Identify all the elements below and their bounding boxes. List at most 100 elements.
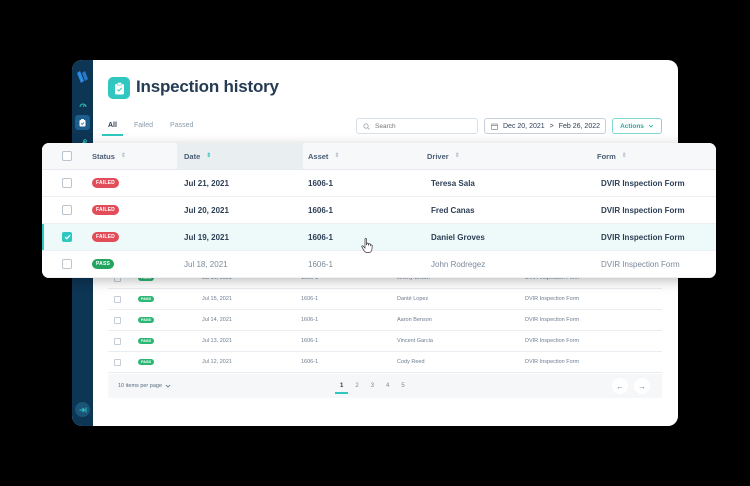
driver-cell: Aaron Benson bbox=[397, 317, 432, 323]
asset-cell: 1606-1 bbox=[308, 259, 333, 269]
row-checkbox[interactable] bbox=[114, 295, 121, 303]
form-cell: DVIR Inspection Form bbox=[601, 205, 685, 215]
date-range-end: Feb 26, 2022 bbox=[558, 122, 601, 130]
hand-pointer-icon bbox=[361, 238, 373, 253]
sort-icon: ⇕ bbox=[454, 153, 460, 159]
driver-cell: Jimmy Brown bbox=[397, 275, 431, 281]
asset-cell: 1606-1 bbox=[308, 232, 333, 242]
row-checkbox[interactable] bbox=[114, 316, 121, 324]
row-checkbox[interactable] bbox=[62, 205, 72, 215]
form-cell: DVIR Inspection Form bbox=[601, 178, 685, 188]
status-badge: PASS bbox=[138, 359, 155, 365]
table-row[interactable]: PASS Jul 18, 2021 1606-1 John Rodregez D… bbox=[42, 251, 716, 278]
page-title: Inspection history bbox=[136, 77, 279, 96]
driver-cell: Danté Lopez bbox=[397, 296, 429, 302]
date-cell: Jul 15, 2021 bbox=[202, 296, 232, 302]
table-row[interactable]: PASS Jul 12, 2021 1606-1 Cody Reed DVIR … bbox=[108, 352, 662, 373]
page-4[interactable]: 4 bbox=[386, 383, 390, 389]
pagination-bar: 10 items per page 1 2 3 4 5 ← → bbox=[108, 374, 662, 398]
actions-button[interactable]: Actions bbox=[612, 118, 662, 134]
table-row[interactable]: FAILED Jul 21, 2021 1606-1 Teresa Sala D… bbox=[42, 170, 716, 197]
column-header-asset[interactable]: Asset ⇕ bbox=[308, 151, 340, 161]
driver-cell: John Rodregez bbox=[431, 259, 486, 269]
highlighted-table-card: Status ⇕ Date ⇕ Asset ⇕ Driver ⇕ Form ⇕ … bbox=[42, 143, 716, 278]
table-row[interactable]: FAILED Jul 20, 2021 1606-1 Fred Canas DV… bbox=[42, 197, 716, 224]
table-header: Status ⇕ Date ⇕ Asset ⇕ Driver ⇕ Form ⇕ bbox=[42, 143, 716, 170]
status-badge: PASS bbox=[138, 338, 155, 344]
actions-label: Actions bbox=[620, 122, 644, 130]
tab-failed[interactable]: Failed bbox=[133, 122, 154, 129]
table-row[interactable]: PASS Jul 15, 2021 1606-1 Danté Lopez DVI… bbox=[108, 289, 662, 310]
asset-cell: 1606-1 bbox=[301, 359, 319, 365]
form-cell: DVIR Inspection Form bbox=[525, 317, 580, 323]
row-checkbox[interactable] bbox=[62, 259, 72, 269]
status-badge: PASS bbox=[92, 259, 115, 269]
date-cell: Jul 21, 2021 bbox=[184, 178, 229, 188]
select-all-checkbox[interactable] bbox=[62, 151, 72, 161]
page-2[interactable]: 2 bbox=[355, 383, 359, 389]
table-row[interactable]: PASS Jul 13, 2021 1606-1 Vincent Garcia … bbox=[108, 331, 662, 352]
search-box[interactable] bbox=[356, 118, 478, 134]
header-icon bbox=[108, 77, 130, 99]
sort-icon: ⇕ bbox=[120, 153, 126, 159]
asset-cell: 1606-1 bbox=[301, 275, 319, 281]
row-checkbox[interactable] bbox=[114, 337, 121, 345]
column-header-form[interactable]: Form ⇕ bbox=[597, 151, 627, 161]
sidebar-collapse-button[interactable] bbox=[75, 402, 90, 417]
date-cell: Jul 12, 2021 bbox=[202, 359, 232, 365]
driver-cell: Vincent Garcia bbox=[397, 338, 433, 344]
calendar-icon bbox=[491, 123, 498, 130]
driver-cell: Daniel Groves bbox=[431, 232, 485, 242]
table-row-selected[interactable]: FAILED Jul 19, 2021 1606-1 Daniel Groves… bbox=[42, 224, 716, 251]
date-cell: Jul 16, 2021 bbox=[202, 275, 232, 281]
arrow-left-icon: ← bbox=[616, 381, 624, 391]
date-cell: Jul 18, 2021 bbox=[184, 259, 228, 269]
form-cell: DVIR Inspection Form bbox=[525, 275, 580, 281]
clipboard-check-icon bbox=[114, 81, 124, 94]
form-cell: DVIR Inspection Form bbox=[525, 296, 580, 302]
items-per-page-label: 10 items per page bbox=[118, 383, 163, 389]
sort-active-icon: ⇕ bbox=[206, 153, 212, 159]
page-5[interactable]: 5 bbox=[401, 383, 405, 389]
date-cell: Jul 19, 2021 bbox=[184, 232, 229, 242]
items-per-page-select[interactable]: 10 items per page bbox=[118, 383, 171, 389]
column-header-date[interactable]: Date ⇕ bbox=[177, 143, 303, 169]
sort-icon: ⇕ bbox=[334, 153, 340, 159]
chevron-down-icon bbox=[648, 124, 654, 128]
table-row[interactable]: PASS Jul 16, 2021 1606-1 Jimmy Brown DVI… bbox=[108, 268, 662, 289]
row-checkbox[interactable] bbox=[62, 178, 72, 188]
next-page-button[interactable]: → bbox=[634, 378, 650, 394]
date-cell: Jul 13, 2021 bbox=[202, 338, 232, 344]
form-cell: DVIR Inspection Form bbox=[601, 259, 680, 269]
chevron-down-icon bbox=[165, 384, 171, 388]
tab-passed[interactable]: Passed bbox=[170, 122, 194, 129]
asset-cell: 1606-1 bbox=[301, 296, 319, 302]
date-cell: Jul 14, 2021 bbox=[202, 317, 232, 323]
page-3[interactable]: 3 bbox=[370, 383, 375, 389]
background-table: PASS Jul 16, 2021 1606-1 Jimmy Brown DVI… bbox=[108, 268, 662, 373]
clipboard-icon bbox=[79, 118, 86, 126]
search-icon bbox=[363, 122, 370, 130]
date-range-start: Dec 20, 2021 bbox=[503, 122, 545, 130]
column-header-driver[interactable]: Driver ⇕ bbox=[427, 151, 460, 161]
sidebar-item-dashboard[interactable] bbox=[75, 97, 90, 112]
row-checkbox[interactable] bbox=[114, 358, 121, 366]
filter-tabs: All Failed Passed bbox=[102, 122, 210, 136]
sort-icon: ⇕ bbox=[621, 153, 627, 159]
status-badge: FAILED bbox=[92, 205, 119, 215]
asset-cell: 1606-1 bbox=[301, 317, 319, 323]
search-input[interactable] bbox=[375, 122, 470, 130]
row-checkbox-checked[interactable] bbox=[62, 232, 72, 242]
date-range-picker[interactable]: Dec 20, 2021 > Feb 26, 2022 bbox=[484, 118, 606, 134]
driver-cell: Fred Canas bbox=[431, 205, 475, 215]
column-header-status[interactable]: Status ⇕ bbox=[92, 151, 126, 161]
tab-all[interactable]: All bbox=[102, 122, 123, 136]
status-badge: PASS bbox=[138, 296, 155, 302]
collapse-arrow-icon bbox=[79, 407, 86, 412]
status-badge: FAILED bbox=[92, 232, 119, 242]
sidebar-item-inspections[interactable] bbox=[75, 115, 90, 130]
table-row[interactable]: PASS Jul 14, 2021 1606-1 Aaron Benson DV… bbox=[108, 310, 662, 331]
prev-page-button[interactable]: ← bbox=[612, 378, 628, 394]
page-1[interactable]: 1 bbox=[334, 383, 350, 394]
page-numbers: 1 2 3 4 5 bbox=[334, 383, 405, 394]
